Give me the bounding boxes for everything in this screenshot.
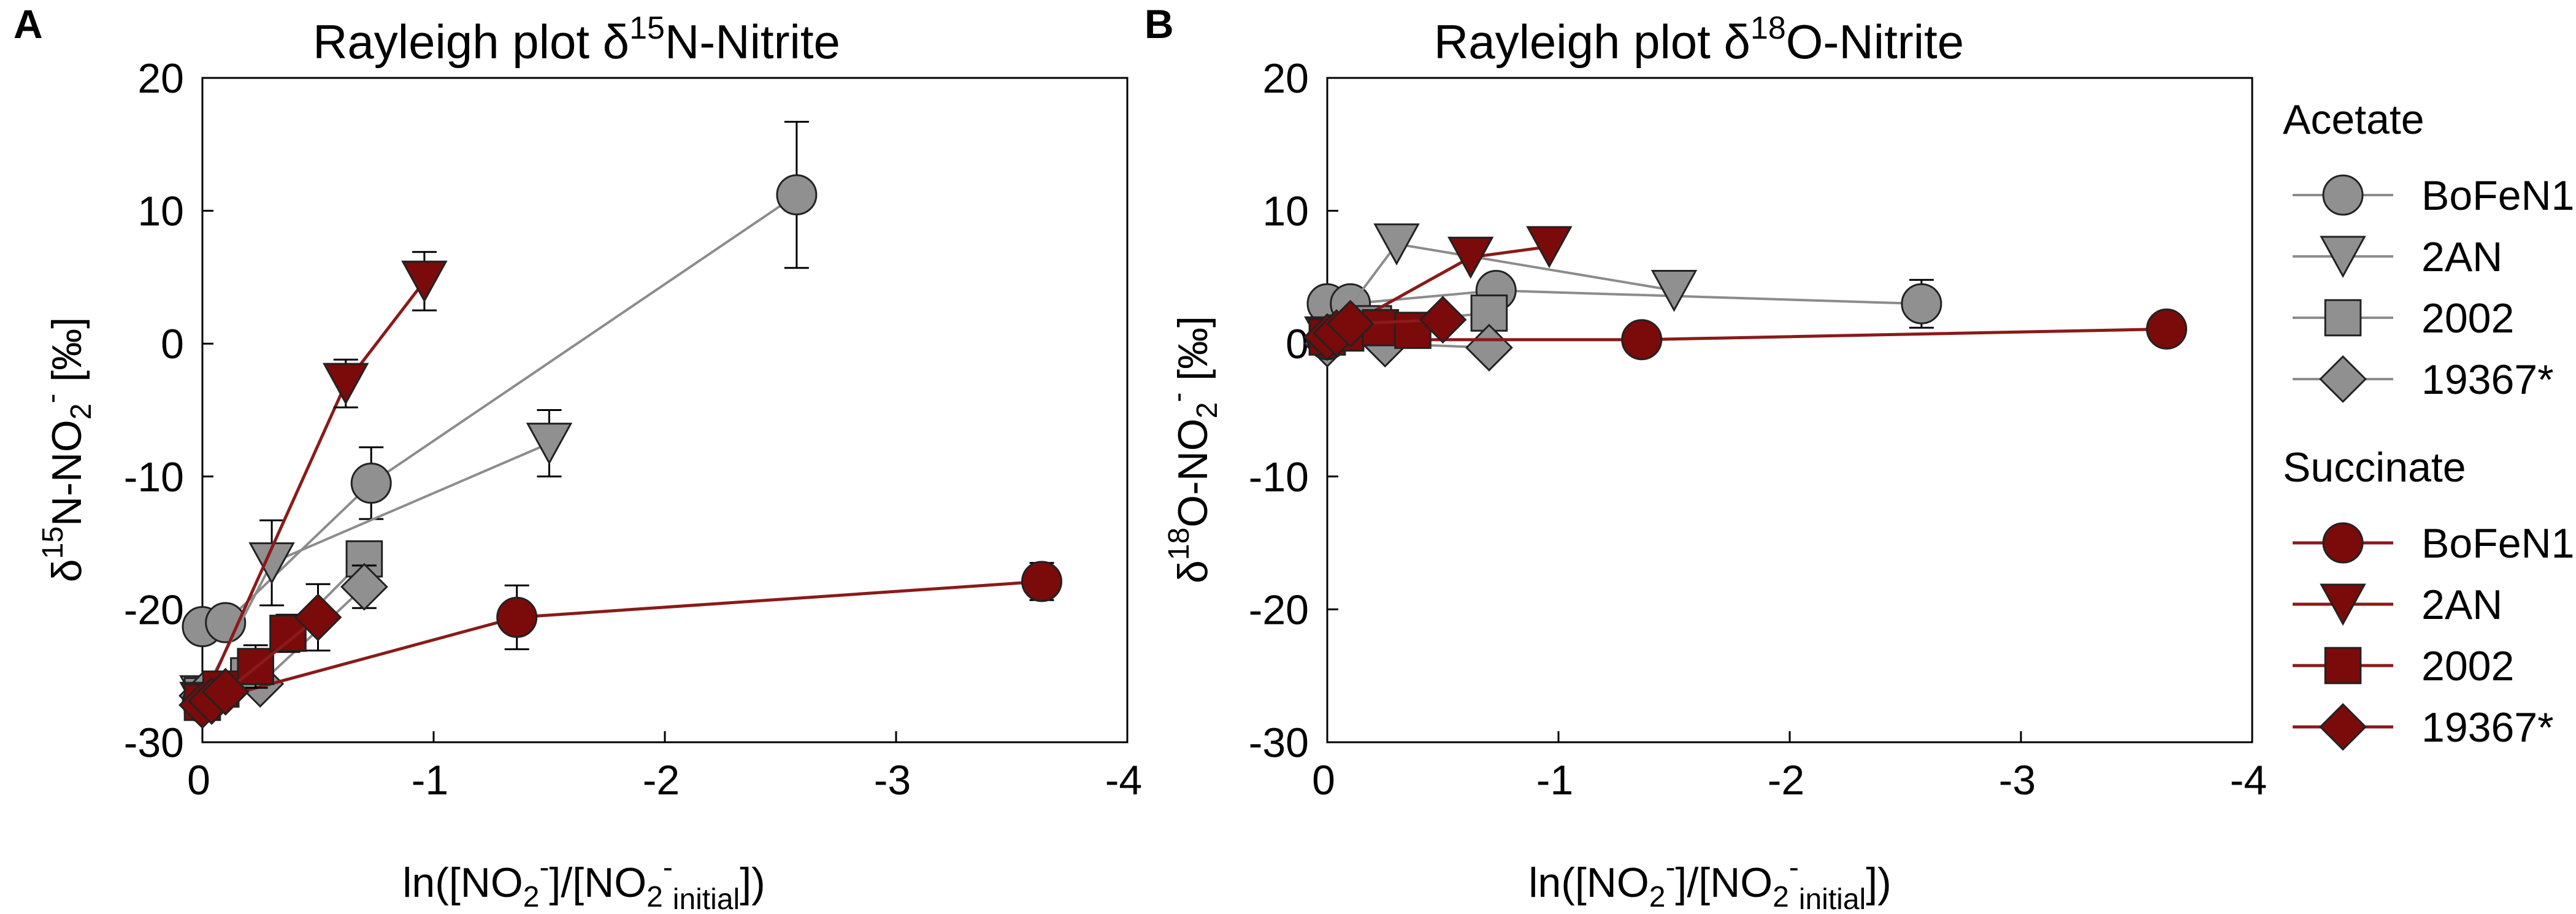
chart-a-series-acetate-bofen1 (182, 120, 818, 648)
chart-b-frame (1326, 77, 2253, 743)
chart-a-series-succinate-19367-point (294, 593, 342, 642)
chart-a-xtick-label: 0 (187, 757, 210, 804)
chart-a-series-acetate-19367-point (340, 563, 388, 611)
legend-item-succinate-2002: 2002 (2293, 643, 2514, 689)
chart-a-series-succinate-bofen1-point (496, 596, 538, 638)
chart-b-ytick-label: -30 (1249, 720, 1309, 766)
legend-marker (2320, 236, 2366, 278)
chart-a-series-succinate-bofen1-line (202, 580, 1042, 704)
chart-b-series-succinate-bofen1-point (2146, 308, 2188, 350)
chart-a-series-succinate-2an (179, 251, 448, 724)
legend-label: BoFeN1 (2421, 520, 2574, 567)
chart-b-series-succinate-19367 (1303, 296, 1467, 361)
chart-a-series-acetate-bofen1-line (202, 193, 798, 628)
chart-b-ytick-label: 20 (1262, 55, 1309, 102)
legend-item-succinate-19367: 19367* (2293, 703, 2554, 751)
chart-a-ylabel: δ15N-NO2- [‰] (36, 317, 98, 582)
chart-b-series-acetate-bofen1-line (1327, 289, 1922, 305)
legend-title-succinate: Succinate (2283, 444, 2466, 491)
legend-marker (2324, 647, 2362, 685)
legend-marker (2319, 355, 2367, 403)
legend-label: 19367* (2421, 356, 2554, 403)
legend-item-acetate-2an: 2AN (2293, 234, 2502, 280)
chart-b-series-acetate-19367-point (1465, 323, 1513, 372)
chart-b-series-acetate-bofen1-point (1901, 283, 1942, 325)
chart-a-series-acetate-bofen1-point (350, 463, 392, 504)
legend-label: 2AN (2421, 582, 2502, 628)
legend-item-succinate-2an: 2AN (2293, 582, 2502, 628)
legend-label: BoFeN1 (2421, 172, 2574, 219)
chart-b-series-succinate-bofen1-point (1621, 319, 1663, 361)
chart-b-xtick-label: -4 (2230, 757, 2267, 804)
chart-a-ytick-label: -30 (124, 720, 184, 766)
chart-a-xtick-label: -2 (643, 757, 680, 804)
legend-marker (2320, 583, 2366, 626)
chart-a-xlabel: ln([NO2-]/[NO2-initial]) (402, 851, 765, 914)
chart-a-series-succinate-19367 (178, 583, 342, 729)
chart-b-series-acetate-2an-point (1373, 223, 1420, 266)
legend-label: 19367* (2421, 704, 2554, 751)
chart-a-title: Rayleigh plot δ15N-Nitrite (313, 10, 840, 69)
chart-b-series-acetate-2an-point (1650, 270, 1698, 312)
chart-b-xtick-label: -3 (1999, 757, 2036, 804)
chart-a-series-succinate-bofen1-point (1021, 561, 1063, 602)
chart-a-ytick-label: 20 (137, 55, 184, 102)
chart-a-series-acetate-2an-point (526, 423, 573, 465)
legend-marker (2324, 299, 2362, 337)
legend-item-acetate-2002: 2002 (2293, 295, 2514, 342)
chart-a-series-acetate-2an-point (248, 542, 295, 585)
chart-a-frame (201, 77, 1129, 743)
panel-label-a: A (13, 1, 43, 47)
chart-b-title: Rayleigh plot δ18O-Nitrite (1434, 10, 1964, 69)
legend: Acetate Succinate BoFeN1 2AN 2002 19367* BoF… (2283, 96, 2574, 751)
chart-b-series-succinate-2an-point (1526, 226, 1573, 269)
chart-b-xtick-label: -2 (1768, 757, 1804, 804)
chart-b-series-succinate-2an-point (1447, 236, 1494, 279)
chart-b-xlabel: ln([NO2-]/[NO2-initial]) (1528, 851, 1891, 914)
chart-a-ytick-label: -10 (124, 454, 184, 501)
legend-label: 2002 (2421, 295, 2514, 342)
chart-a-series-succinate-19367-point (201, 667, 250, 716)
chart-a-ytick-label: 0 (161, 321, 184, 367)
chart-a-series-acetate-bofen1-point (776, 174, 818, 216)
chart-b-ytick-label: -10 (1249, 454, 1309, 501)
chart-b-ytick-label: 10 (1262, 188, 1309, 235)
chart-b-ytick-label: -20 (1249, 586, 1309, 633)
chart-b-xtick-label: -1 (1536, 757, 1573, 804)
legend-marker (2322, 174, 2364, 216)
chart-a-xtick-label: -3 (874, 757, 911, 804)
legend-item-acetate-bofen1: BoFeN1 (2293, 172, 2574, 219)
legend-title-acetate: Acetate (2283, 96, 2425, 143)
chart-a-xtick-label: -1 (412, 757, 448, 804)
chart-a-series-succinate-2an-point (323, 363, 369, 405)
chart-a-xtick-label: -4 (1105, 757, 1142, 804)
chart-b-ylabel: δ18O-NO2- [‰] (1162, 316, 1224, 583)
chart-b-series-succinate-19367-point (1326, 299, 1374, 348)
chart-a-series-succinate-bofen1 (182, 561, 1063, 723)
legend-marker (2319, 703, 2367, 751)
panel-label-b: B (1144, 1, 1174, 47)
legend-item-succinate-bofen1: BoFeN1 (2293, 520, 2574, 567)
chart-a-ytick-label: 10 (137, 188, 184, 235)
chart-b-xtick-label: 0 (1312, 757, 1335, 804)
chart-b-series-succinate-19367-point (1419, 296, 1467, 344)
legend-label: 2AN (2421, 234, 2502, 280)
chart-a-series-succinate-2an-point (401, 260, 448, 303)
legend-marker (2322, 522, 2364, 564)
chart-a-ytick-label: -20 (124, 586, 184, 633)
legend-label: 2002 (2421, 643, 2514, 689)
legend-item-acetate-19367: 19367* (2293, 355, 2554, 403)
